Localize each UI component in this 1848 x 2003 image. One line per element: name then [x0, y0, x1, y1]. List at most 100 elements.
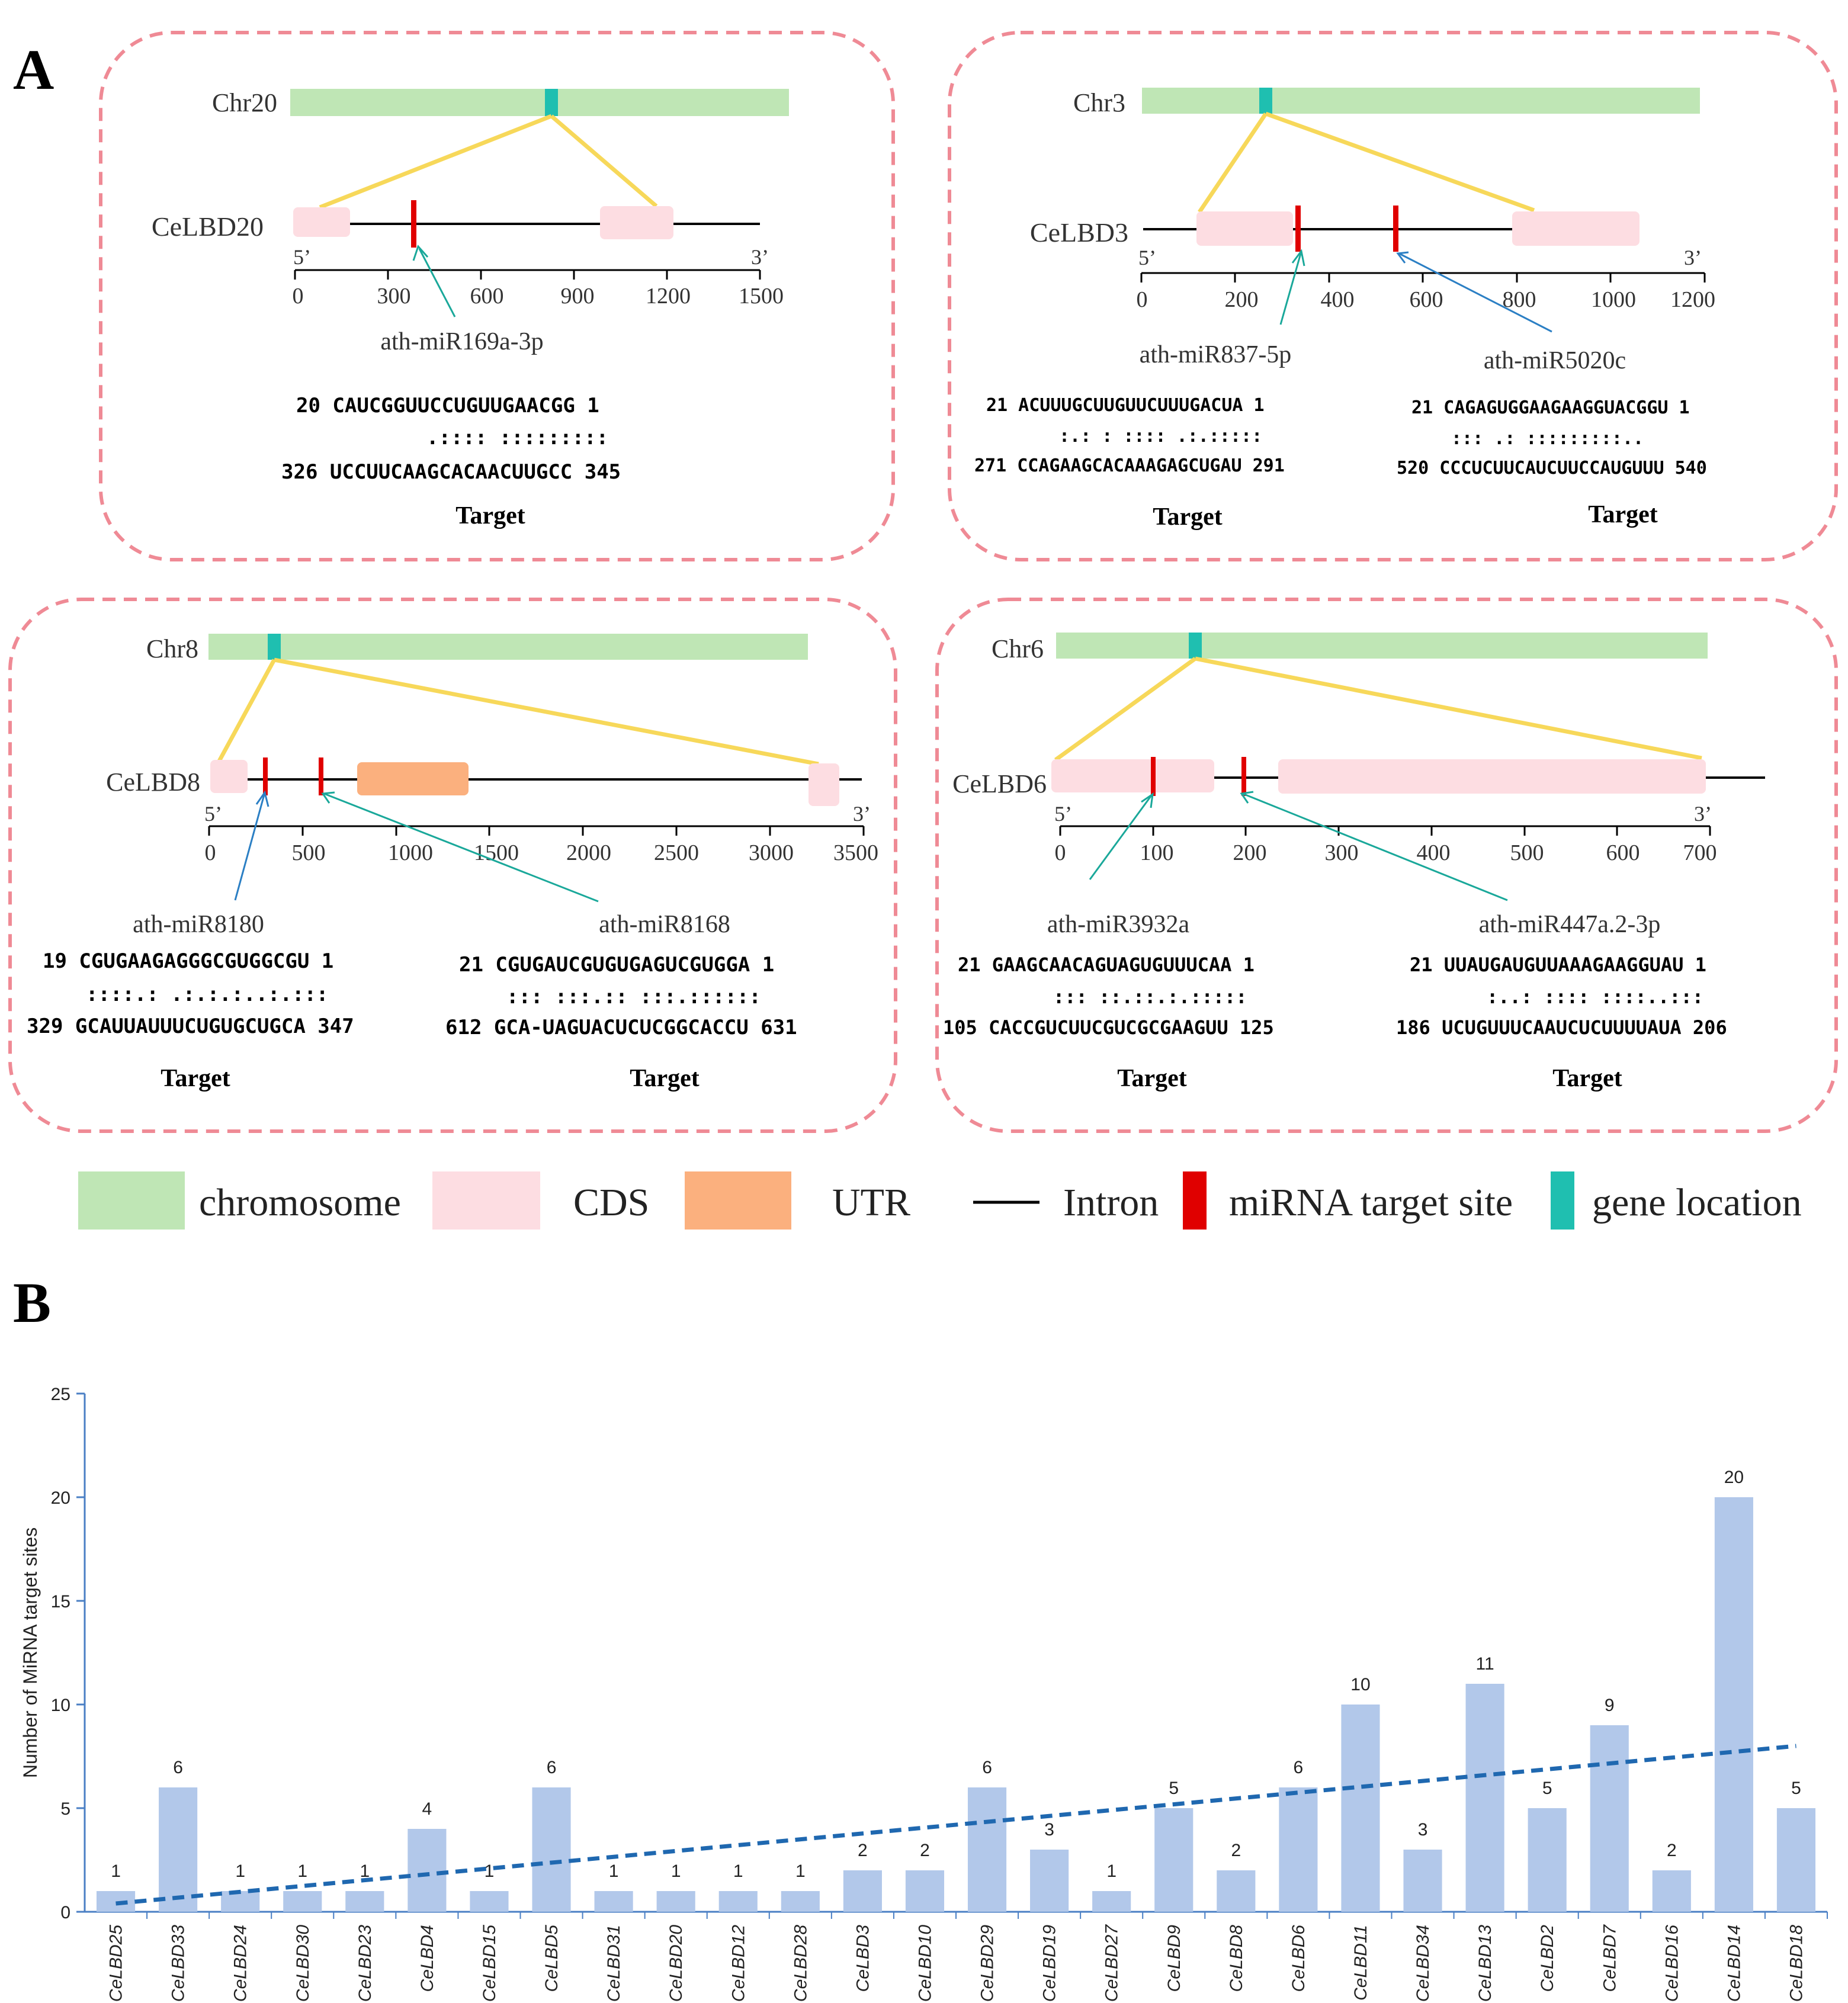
- bar: [1154, 1808, 1194, 1912]
- bar-value-label: 5: [1542, 1779, 1552, 1798]
- bar-value-label: 11: [1476, 1654, 1494, 1674]
- bar: [1776, 1808, 1816, 1912]
- category-label: CeLBD27: [1102, 1924, 1122, 2002]
- chromosome-bar: [1056, 633, 1708, 659]
- gene-location-marker: [1259, 88, 1272, 114]
- arrow-head: [1240, 791, 1254, 804]
- bar-value-label: 6: [982, 1758, 992, 1777]
- zoom-line-right: [550, 114, 658, 208]
- target-sequence: 186 UCUGUUUCAAUCUCUUUUAUA 206: [1396, 1016, 1727, 1039]
- bar: [1403, 1850, 1442, 1912]
- panel-border: [99, 31, 895, 561]
- bar: [1714, 1497, 1753, 1912]
- target-sequence: 326 UCCUUCAAGCACAACUUGCC 345: [281, 460, 621, 484]
- category-label: CeLBD29: [978, 1925, 997, 2002]
- category-label: CeLBD19: [1040, 1925, 1060, 2002]
- category-label: CeLBD24: [231, 1925, 251, 2002]
- mirna-label: ath-miR447a.2-3p: [1479, 911, 1661, 938]
- chromosome-label: Chr8: [146, 634, 198, 663]
- arrow-head: [412, 245, 429, 261]
- mirna-label: ath-miR169a-3p: [380, 328, 543, 355]
- gene-panel-celbd8: Chr8 CeLBD8 5’ 3’ 0 500 1000 1500 2000 2…: [8, 598, 897, 1133]
- mirna-sequence: 21 UUAUGAUGUUAAAGAAGGUAU 1: [1410, 954, 1706, 976]
- chromosome-bar: [290, 89, 789, 116]
- bar: [781, 1891, 820, 1912]
- bar: [843, 1870, 882, 1912]
- gene-location-marker: [545, 89, 558, 116]
- scale-tick-label: 0: [205, 840, 216, 865]
- target-label: Target: [1552, 1065, 1622, 1092]
- scale-tick-label: 600: [470, 284, 504, 309]
- pairing-line: ::: .: :::::::::..: [1451, 428, 1644, 449]
- gene-panel-celbd6: Chr6 CeLBD6 5’ 3’ 0 100 200 300 400 500 …: [935, 598, 1838, 1133]
- mirna-arrow: [418, 248, 456, 317]
- arrow-head: [321, 791, 335, 804]
- scale-ticks: [1140, 273, 1706, 283]
- scale-tick-label: 0: [293, 284, 304, 309]
- category-label: CeLBD3: [853, 1925, 872, 1992]
- cds-exon-1: [1196, 211, 1293, 246]
- mirna-label: ath-miR3932a: [1047, 911, 1190, 938]
- bar: [221, 1891, 260, 1912]
- bar-value-label: 1: [733, 1861, 743, 1881]
- bar-value-label: 1: [360, 1861, 370, 1881]
- category-label: CeLBD10: [915, 1925, 935, 2002]
- mirna-site: [319, 757, 323, 795]
- scale-tick-label: 500: [292, 840, 326, 865]
- bar: [1652, 1870, 1691, 1912]
- mirna-label: ath-miR8180: [133, 911, 264, 938]
- mirna-site: [1295, 206, 1301, 252]
- mirna-label: ath-miR837-5p: [1140, 341, 1292, 368]
- bar: [718, 1891, 758, 1912]
- bar: [1217, 1870, 1256, 1912]
- scale-tick-label: 0: [1137, 287, 1148, 312]
- arrow-head: [255, 790, 270, 807]
- category-label: CeLBD15: [480, 1925, 499, 2002]
- bar-value-label: 1: [671, 1861, 681, 1881]
- gene-location-marker: [268, 634, 281, 660]
- bar-value-label: 3: [1044, 1820, 1054, 1840]
- gene-label: CeLBD8: [106, 768, 200, 797]
- scale-tick-label: 900: [561, 284, 595, 309]
- target-sequence: 271 CCAGAAGCACAAAGAGCUGAU 291: [974, 455, 1285, 476]
- cds-exon-1: [1051, 759, 1214, 792]
- target-sequence: 612 GCA-UAGUACUCUCGGCACCU 631: [445, 1016, 797, 1039]
- bar-value-label: 1: [795, 1861, 806, 1881]
- bar: [470, 1891, 509, 1912]
- target-label: Target: [161, 1065, 230, 1092]
- scale-tick-label: 1000: [1591, 287, 1636, 312]
- bar-value-label: 6: [547, 1758, 557, 1777]
- trend-line: [116, 1744, 1796, 1906]
- gene-panel-celbd3: Chr3 CeLBD3 5’ 3’ 0 200 400 600 800 1000…: [948, 31, 1838, 561]
- scale-tick-label: 2000: [566, 840, 611, 865]
- mirna-site: [1151, 757, 1156, 796]
- zoom-line-left: [1198, 113, 1268, 213]
- bar-value-label: 1: [111, 1861, 121, 1881]
- five-prime-label: 5’: [1138, 246, 1156, 269]
- scale-tick-label: 1200: [646, 284, 691, 309]
- category-label: CeLBD34: [1413, 1925, 1433, 2002]
- chromosome-bar: [1142, 88, 1700, 114]
- five-prime-label: 5’: [204, 802, 222, 826]
- category-label: CeLBD12: [729, 1925, 748, 2002]
- target-label: Target: [1153, 503, 1222, 531]
- pairing-line: ::: :::.:: :::.::::::: [506, 985, 761, 1009]
- three-prime-label: 3’: [1684, 246, 1702, 269]
- mirna-sequence: 21 CGUGAUCGUGUGAGUCGUGGA 1: [459, 953, 774, 977]
- category-label: CeLBD31: [604, 1925, 624, 2002]
- pairing-line: ::: ::.::.:.:::::: [1053, 986, 1247, 1008]
- scale-tick-label: 500: [1510, 840, 1544, 865]
- bar: [408, 1829, 447, 1912]
- bar: [1528, 1808, 1567, 1912]
- bar-value-label: 1: [297, 1861, 307, 1881]
- mirna-label: ath-miR5020c: [1484, 347, 1626, 374]
- category-label: CeLBD13: [1475, 1925, 1495, 2002]
- panel-border: [935, 598, 1838, 1133]
- legend-label-utr: UTR: [832, 1181, 910, 1224]
- zoom-line-left: [319, 114, 553, 210]
- three-prime-label: 3’: [853, 802, 871, 826]
- y-tick-label: 5: [60, 1799, 70, 1819]
- scale-tick-label: 0: [1055, 840, 1066, 865]
- mirna-site: [1393, 206, 1398, 252]
